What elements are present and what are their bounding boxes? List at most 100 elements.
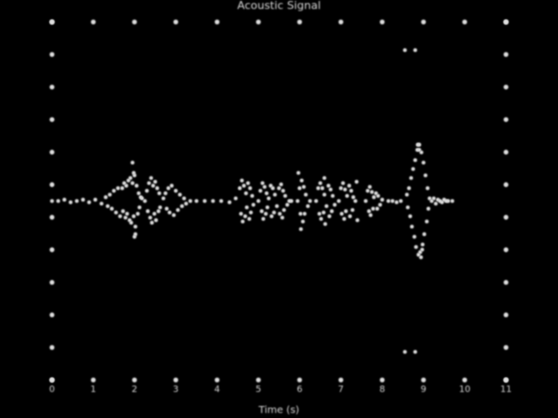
x-tick-labels: 0 1 2 3 4 5 6 7 8 9 10 11 (49, 385, 512, 395)
data-point (413, 350, 418, 354)
x-tick-mark (214, 19, 220, 25)
x-tick-mark (338, 19, 344, 25)
data-point (149, 176, 154, 180)
x-tick-label: 3 (173, 385, 179, 395)
data-point (367, 209, 371, 214)
bottom-axis (49, 377, 509, 383)
data-point (118, 214, 122, 219)
data-point (269, 214, 274, 219)
data-point (133, 224, 138, 229)
data-point (427, 196, 432, 201)
data-point (219, 199, 224, 203)
data-point (163, 191, 168, 196)
data-point (131, 214, 136, 219)
data-point (150, 220, 154, 225)
x-tick-mark (214, 377, 220, 383)
data-point (429, 199, 434, 203)
y-tick-mark (503, 312, 509, 318)
data-point (324, 204, 329, 209)
data-point (151, 183, 156, 188)
data-point (171, 213, 176, 218)
data-point (107, 192, 112, 197)
data-point (281, 188, 285, 193)
data-point (263, 211, 268, 216)
data-point (303, 192, 308, 197)
data-point (211, 199, 215, 203)
x-tick-mark (462, 377, 468, 383)
data-point (153, 179, 158, 184)
y-tick-mark (49, 247, 55, 253)
data-point (277, 211, 282, 216)
y-tick-mark (49, 345, 55, 350)
data-point (202, 199, 207, 203)
data-point (308, 199, 312, 203)
data-point (56, 199, 61, 203)
data-point (426, 206, 431, 211)
x-tick-mark (90, 19, 96, 25)
data-point (301, 219, 305, 224)
data-point (246, 181, 250, 186)
data-point (330, 194, 335, 198)
y-tick-mark (49, 214, 55, 220)
data-point (295, 199, 300, 203)
data-point (343, 187, 347, 192)
y-tick-mark (503, 280, 509, 285)
data-point (318, 181, 323, 186)
data-point (317, 211, 322, 216)
data-point (412, 234, 417, 239)
y-tick-mark (49, 182, 55, 188)
data-point (62, 197, 67, 202)
data-point (349, 188, 354, 193)
data-point (339, 211, 344, 216)
data-point (155, 186, 160, 191)
data-point (129, 220, 134, 225)
x-tick-mark (132, 377, 137, 383)
data-point (417, 148, 422, 152)
data-point (298, 211, 303, 216)
data-point (345, 194, 349, 198)
data-point (161, 196, 166, 201)
data-point (156, 209, 161, 214)
data-point (188, 199, 193, 203)
data-point (398, 199, 403, 203)
x-tick-mark (49, 377, 55, 383)
data-point (147, 181, 151, 186)
data-point (148, 215, 153, 220)
data-point (264, 191, 269, 196)
y-tick-mark (49, 52, 55, 57)
data-point (122, 181, 127, 186)
data-point (423, 173, 428, 178)
data-point (440, 200, 444, 205)
data-point (354, 179, 359, 184)
data-point (409, 176, 413, 180)
data-point (124, 183, 129, 188)
data-point (121, 209, 125, 214)
data-point (380, 197, 385, 202)
x-tick-mark (256, 377, 261, 383)
y-tick-mark (503, 214, 509, 220)
data-point (114, 210, 118, 215)
data-point (390, 199, 395, 203)
data-point (105, 204, 110, 209)
data-point (339, 186, 343, 191)
data-point (133, 232, 138, 237)
x-tick-mark (173, 19, 179, 25)
data-point (321, 210, 326, 215)
data-point (270, 186, 275, 191)
y-tick-mark (503, 52, 509, 57)
data-point (323, 222, 328, 226)
x-tick-label: 4 (214, 385, 220, 395)
data-point (74, 199, 79, 203)
data-point (297, 186, 302, 191)
data-point (299, 178, 304, 183)
data-point (408, 214, 413, 219)
data-point (322, 192, 327, 197)
data-point (355, 218, 360, 223)
y-tick-mark (49, 117, 55, 122)
data-point (332, 202, 337, 207)
data-point (415, 142, 420, 147)
data-point (342, 217, 347, 221)
data-point (372, 195, 376, 200)
data-point (260, 181, 265, 186)
